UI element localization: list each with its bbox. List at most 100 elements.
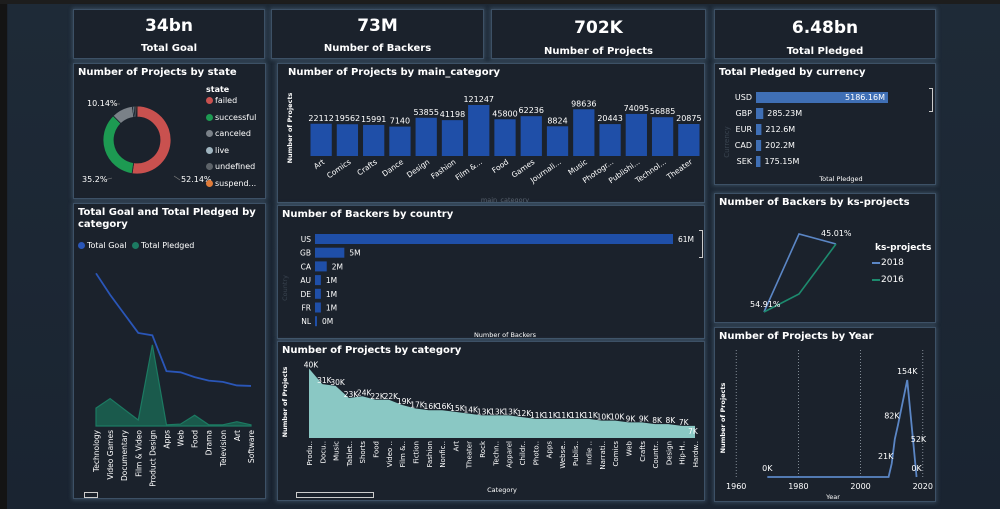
- data-label: 0K: [911, 464, 922, 473]
- x-tick-label: Film & Video: [134, 430, 143, 477]
- kpi-card-number-of-backers[interactable]: 73M Number of Backers: [271, 9, 484, 59]
- data-label: 10.14%: [87, 99, 118, 108]
- chart-pledged-by-currency[interactable]: Total Pledged by currency USD 5186.16M GBP…: [714, 63, 936, 185]
- data-label: 8K: [652, 416, 663, 425]
- legend-item-total-pledged[interactable]: Total Pledged: [132, 241, 194, 250]
- legend-marker-icon: [78, 242, 85, 249]
- legend-label: successful: [215, 112, 257, 122]
- chart-projects-by-state[interactable]: Number of Projects by state 52.14% 35.2% 1…: [73, 63, 266, 199]
- bar-Fashion: [441, 120, 464, 156]
- legend-line-icon: [872, 279, 880, 281]
- data-label: 10K: [610, 413, 626, 422]
- bar-value-label: 1M: [326, 304, 337, 313]
- x-tick-label: Art: [452, 441, 460, 452]
- y-axis-label: Number of Projects: [719, 382, 727, 453]
- data-label: 10K: [597, 413, 613, 422]
- data-label: 16K: [424, 402, 440, 411]
- data-label: 16K: [437, 402, 453, 411]
- data-label: 24K: [357, 388, 373, 397]
- data-label: 22K: [384, 392, 400, 401]
- bar-GBP: [756, 108, 764, 119]
- legend-item-2018[interactable]: 2018: [872, 258, 904, 268]
- legend-item-total-goal[interactable]: Total Goal: [78, 241, 126, 250]
- y-tick-label: SEK: [737, 157, 753, 166]
- x-tick-label: Docu..: [319, 441, 327, 463]
- legend-marker-icon: [206, 130, 213, 137]
- donut-slice-suspended: [135, 105, 138, 118]
- legend-label: undefined: [215, 162, 256, 171]
- bar-value-label: 20875: [676, 114, 701, 123]
- legend-item-successful[interactable]: successful: [206, 113, 256, 122]
- legend-marker-icon: [206, 97, 213, 104]
- x-tick-label: Rock: [479, 440, 487, 458]
- chart-backers-by-country[interactable]: Number of Backers by country US 61M GB 5M CA…: [277, 205, 705, 339]
- legend-marker-icon: [206, 179, 213, 187]
- chart-projects-by-main-category[interactable]: Number of Projects by main_category 2211…: [277, 63, 705, 203]
- bar-Music: [573, 109, 595, 156]
- kpi-value: 73M: [357, 16, 398, 36]
- chart-backers-by-ks-projects[interactable]: Number of Backers by ks-projects 45.01% 5…: [714, 193, 936, 323]
- donut-chart: 52.14% 35.2% 10.14%: [82, 99, 212, 184]
- legend-label: Total Pledged: [141, 241, 195, 250]
- horizontal-scrollbar[interactable]: [296, 492, 374, 498]
- leader-line: [173, 175, 181, 181]
- chart-goal-and-pledged-by-category[interactable]: Total Goal and Total Pledged by category…: [73, 203, 266, 499]
- x-tick-label: Techn..: [492, 441, 500, 467]
- bar-Crafts: [363, 124, 385, 156]
- x-tick-label: Produ..: [306, 441, 314, 465]
- legend-marker-icon: [206, 146, 213, 154]
- x-tick-label: Countr..: [652, 441, 660, 468]
- kpi-card-number-of-projects[interactable]: 702K Number of Projects: [491, 9, 706, 59]
- bar-value-label: 8824: [547, 116, 567, 125]
- chart-title: Number of Backers by ks-projects: [719, 197, 910, 208]
- legend-item-2016[interactable]: 2016: [872, 275, 904, 285]
- bar-value-label: 2M: [332, 262, 343, 271]
- data-label: 11K: [557, 411, 573, 420]
- kpi-card-total-goal[interactable]: 34bn Total Goal: [73, 9, 265, 59]
- chart-projects-by-category[interactable]: Number of Projects by category 40K Produ.…: [277, 341, 705, 501]
- chart-title: Number of Projects by state: [78, 67, 237, 78]
- bar-Journali...: [546, 126, 569, 156]
- x-tick-label: 1960: [726, 482, 746, 491]
- bar-value-label: 20443: [597, 114, 622, 123]
- legend-marker-icon: [206, 163, 213, 170]
- y-tick-label: FR: [301, 304, 311, 313]
- bar-value-label: 56885: [650, 107, 675, 116]
- bar-AU: [315, 275, 321, 286]
- legend-item-undefined[interactable]: undefined: [206, 162, 255, 171]
- bar-Publishi...: [625, 113, 647, 156]
- x-axis-label: Total Pledged: [818, 175, 862, 183]
- legend-item-failed[interactable]: failed: [206, 96, 237, 105]
- legend-marker-icon: [132, 242, 139, 249]
- chart-projects-by-year[interactable]: Number of Projects by Year 1960 1980 2000 2…: [714, 327, 936, 502]
- legend-item-live[interactable]: live: [206, 146, 229, 155]
- data-label: 22K: [370, 392, 386, 401]
- legend-item-canceled[interactable]: canceled: [206, 129, 251, 138]
- x-tick-label: Design: [405, 157, 432, 179]
- vertical-scrollbar[interactable]: [929, 88, 933, 112]
- y-tick-label: CAD: [735, 141, 752, 150]
- x-tick-label: Webse..: [559, 441, 567, 469]
- data-label: 12K: [517, 409, 533, 418]
- x-tick-label: Web: [625, 440, 633, 456]
- x-tick-label: Fashion: [429, 157, 458, 181]
- x-tick-label: Nonfic..: [439, 441, 447, 468]
- kpi-card-total-pledged[interactable]: 6.48bn Total Pledged: [714, 9, 936, 59]
- data-label: 11K: [583, 411, 599, 420]
- legend-item-suspended[interactable]: suspend...: [206, 179, 256, 188]
- x-tick-label: Art: [312, 157, 326, 171]
- horizontal-scrollbar[interactable]: [84, 492, 98, 498]
- bar-Photogr...: [599, 124, 621, 156]
- x-tick-label: Fashion: [426, 441, 434, 467]
- y-tick-label: CA: [301, 262, 312, 271]
- bar-Comics: [336, 124, 359, 156]
- x-tick-label: Dance: [380, 157, 405, 178]
- y-tick-label: US: [301, 235, 311, 244]
- chart-title-text: Total Goal and Total Pledged by category: [78, 207, 256, 230]
- donut-slice-successful: [102, 115, 135, 175]
- window-top-edge: [0, 0, 1000, 4]
- vertical-scrollbar[interactable]: [699, 230, 703, 258]
- bar-FR: [315, 302, 321, 313]
- bar-value-label: 212.6M: [765, 125, 795, 134]
- x-tick-label: Indie ..: [586, 441, 594, 465]
